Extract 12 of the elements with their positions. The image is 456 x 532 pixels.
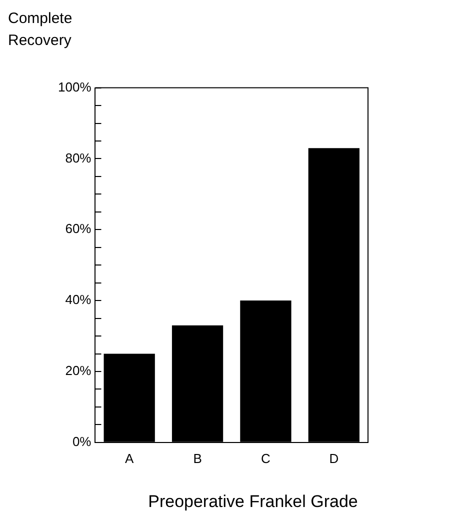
y-tick-label: 20% (65, 363, 92, 378)
y-tick-label: 100% (58, 79, 92, 94)
x-tick-label: B (193, 450, 202, 466)
x-tick-label: A (125, 450, 134, 466)
x-tick-label: C (261, 450, 270, 466)
x-tick-label: D (329, 450, 339, 466)
y-tick-label: 40% (65, 292, 92, 308)
y-tick-label: 60% (65, 221, 92, 236)
y-tick-label: 0% (72, 434, 92, 449)
y-axis-title: Complete Recovery (8, 9, 74, 51)
y-tick-label: 80% (65, 150, 92, 166)
x-axis-title: Preoperative Frankel Grade (147, 492, 359, 512)
